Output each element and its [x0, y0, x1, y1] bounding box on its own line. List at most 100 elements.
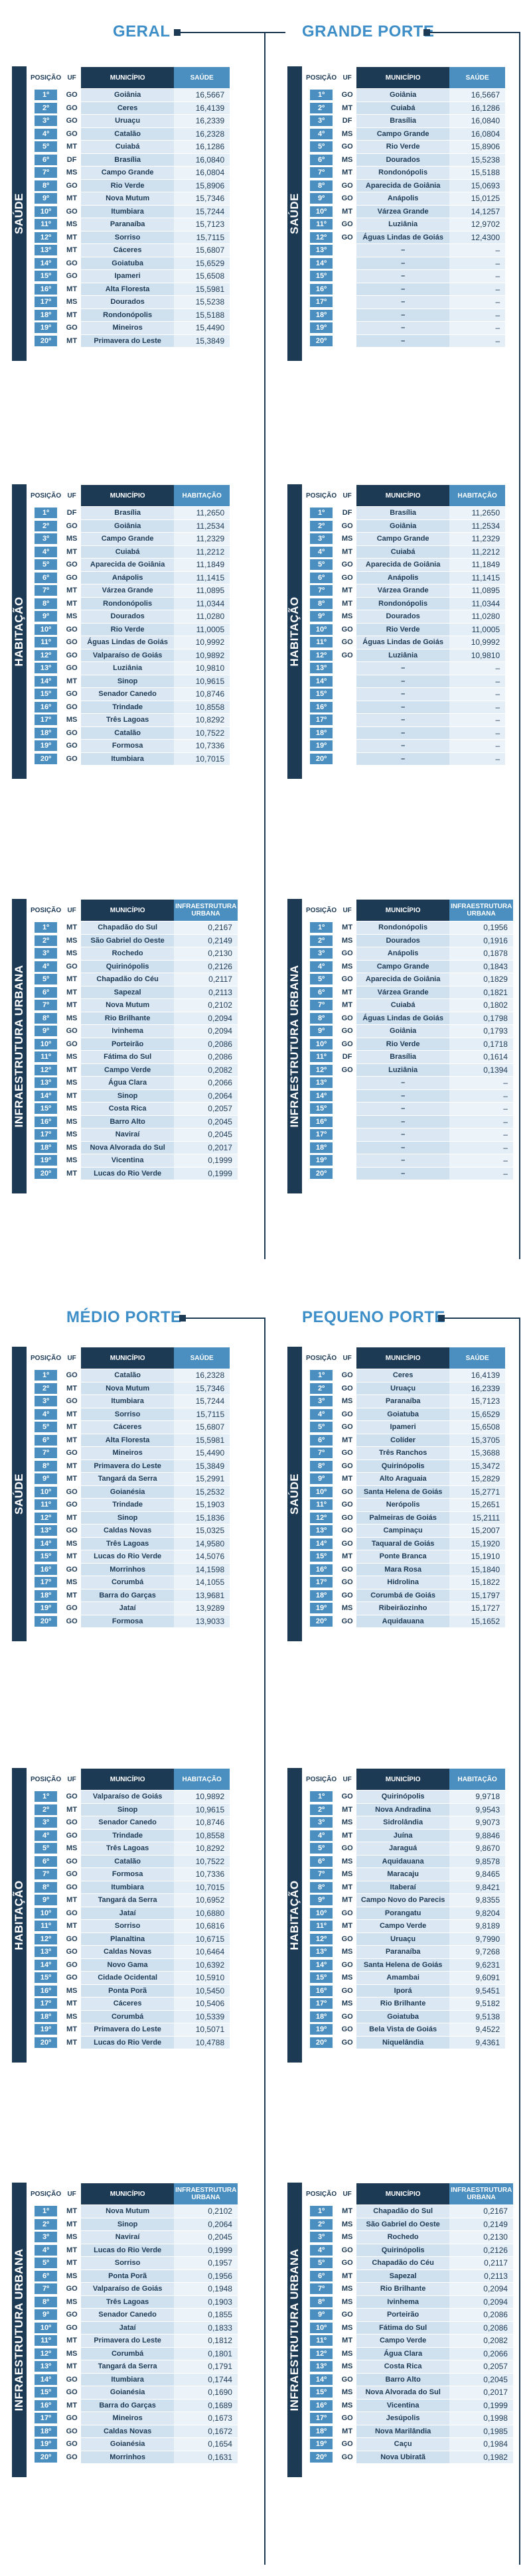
position-cell: 16º	[29, 283, 62, 296]
uf-cell: MT	[66, 2362, 78, 2371]
municipio-cell: Luziânia	[356, 649, 450, 661]
municipio-cell: –	[356, 1154, 450, 1167]
ranking-section-grande-saude: SAÚDE POSIÇÃO UF MUNICÍPIO SAÚDE 1º GO Goiânia 1…	[287, 66, 531, 361]
uf-cell: GO	[341, 1986, 353, 1995]
position-cell: 20º	[29, 2451, 62, 2464]
section-sidebar: HABITAÇÃO	[12, 1768, 27, 2063]
uf-cell: GO	[341, 1513, 353, 1522]
position-badge: 5º	[310, 141, 333, 153]
position-cell: 4º	[305, 1830, 338, 1842]
value-cell: 15,7346	[174, 192, 230, 205]
value-cell: 0,2057	[174, 1103, 238, 1115]
table-row: 14º GO Itumbiara 0,1744	[29, 2373, 238, 2386]
position-cell: 12º	[305, 2348, 338, 2360]
municipio-cell: Catalão	[81, 726, 175, 739]
column-header-infra: INFRAESTRUTURA URBANA	[449, 2183, 513, 2204]
value-cell: 15,2111	[449, 1511, 506, 1524]
table-row: 11º MT Sorriso 10,6816	[29, 1920, 230, 1932]
position-badge: 17º	[310, 1998, 333, 2009]
column-header-uf: UF	[62, 67, 82, 88]
position-badge: 20º	[310, 1168, 333, 1179]
position-cell: 5º	[305, 2257, 338, 2270]
position-badge: 3º	[35, 1396, 58, 1407]
position-cell: 10º	[29, 206, 62, 218]
value-cell: –	[449, 1167, 513, 1180]
value-cell: 10,5071	[174, 2023, 230, 2036]
table-row: 5º GO Chapadão do Céu 0,2117	[305, 2257, 513, 2270]
position-cell: 7º	[305, 999, 338, 1012]
table-row: 13º MT Cáceres 15,6807	[29, 244, 230, 257]
table-row: 16º GO Morrinhos 14,1598	[29, 1563, 230, 1576]
uf-cell: MS	[66, 1578, 78, 1587]
municipio-cell: Goiatuba	[356, 2010, 450, 2023]
position-badge: 14º	[310, 1538, 333, 1549]
table-row: 13º GO Caldas Novas 15,0325	[29, 1525, 230, 1537]
uf-cell: GO	[341, 1578, 353, 1587]
uf-cell: MS	[341, 535, 353, 543]
position-cell: 7º	[29, 167, 62, 179]
municipio-cell: Sapezal	[356, 2270, 450, 2282]
table-row: 12º GO Valparaíso de Goiás 10,9892	[29, 649, 230, 661]
value-cell: 9,9718	[449, 1791, 506, 1803]
municipio-cell: Cuiabá	[356, 999, 450, 1012]
position-badge: 14º	[35, 1538, 58, 1549]
position-badge: 3º	[310, 2232, 333, 2243]
table-row: 10º GO Goianésia 15,2532	[29, 1485, 230, 1498]
municipio-cell: Caldas Novas	[81, 1946, 175, 1958]
position-cell: 12º	[305, 1512, 338, 1525]
municipio-cell: Sorriso	[81, 231, 175, 243]
value-cell: 15,7115	[174, 1408, 230, 1420]
uf-cell: GO	[66, 129, 78, 138]
position-badge: 9º	[310, 193, 333, 204]
position-badge: 15º	[310, 271, 333, 282]
position-badge: 18º	[35, 2011, 58, 2022]
position-badge: 13º	[35, 663, 58, 674]
table-row: 11º MT Campo Verde 0,2082	[305, 2335, 513, 2347]
table-row: 8º MT Rondonópolis 11,0344	[29, 597, 230, 610]
value-cell: 10,9615	[174, 1803, 230, 1816]
ranking-section-grande-infra: INFRAESTRUTURA URBANA POSIÇÃO UF MUNICÍPIO I…	[287, 899, 531, 1193]
table-row: 2º MT Nova Mutum 15,7346	[29, 1382, 230, 1394]
table-row: 9º MS Dourados 11,0280	[305, 610, 506, 623]
table-row: 4º MT Cuiabá 11,2212	[305, 545, 506, 558]
value-cell: 15,8906	[174, 179, 230, 192]
position-cell: 16º	[305, 2400, 338, 2412]
ranking-table: POSIÇÃO UF MUNICÍPIO HABITAÇÃO 1º GO Quirinópo…	[305, 1768, 506, 2049]
position-badge: 15º	[310, 1551, 333, 1562]
uf-cell: MT	[342, 2271, 353, 2280]
position-badge: 3º	[310, 1396, 333, 1407]
position-badge: 15º	[35, 689, 58, 700]
uf-cell: MT	[66, 1001, 78, 1010]
position-badge: 18º	[310, 2011, 333, 2022]
table-row: 12º MT Campo Verde 0,2082	[29, 1063, 238, 1076]
position-cell: 1º	[305, 2205, 338, 2218]
value-cell: 11,0005	[449, 623, 506, 636]
value-cell: 11,2534	[449, 519, 506, 532]
ranking-table: POSIÇÃO UF MUNICÍPIO INFRAESTRUTURA URBANA 1…	[29, 899, 238, 1180]
position-badge: 10º	[35, 1038, 58, 1050]
table-row: 1º GO Ceres 16,4139	[305, 1369, 506, 1382]
value-cell: 9,9073	[449, 1816, 506, 1829]
position-cell: 15º	[305, 2386, 338, 2399]
value-cell: 0,1948	[174, 2283, 238, 2295]
table-row: 16º MS Vicentina 0,1999	[305, 2399, 513, 2412]
municipio-cell: Campo Verde	[81, 1063, 175, 1076]
municipio-cell: –	[356, 1103, 450, 1115]
uf-cell: GO	[66, 1604, 78, 1613]
value-cell: 11,2650	[449, 507, 506, 519]
table-row: 13º GO Luziânia 10,9810	[29, 662, 230, 675]
column-header-saude: SAÚDE	[449, 67, 506, 88]
position-badge: 10º	[310, 624, 333, 635]
uf-cell: GO	[341, 1526, 353, 1535]
value-cell: 0,2167	[174, 921, 238, 934]
position-cell: 15º	[305, 1103, 338, 1115]
position-cell: 8º	[29, 2296, 62, 2309]
municipio-cell: Fátima do Sul	[81, 1051, 175, 1063]
column-header-uf: UF	[62, 1769, 82, 1790]
table-row: 2º GO Uruaçu 16,2339	[305, 1382, 506, 1394]
municipio-cell: Palmeiras de Goiás	[356, 1511, 450, 1524]
uf-cell: GO	[66, 690, 78, 699]
uf-cell: MT	[342, 988, 353, 996]
municipio-cell: Itumbiara	[81, 205, 175, 218]
value-cell: 15,4490	[174, 1447, 230, 1459]
